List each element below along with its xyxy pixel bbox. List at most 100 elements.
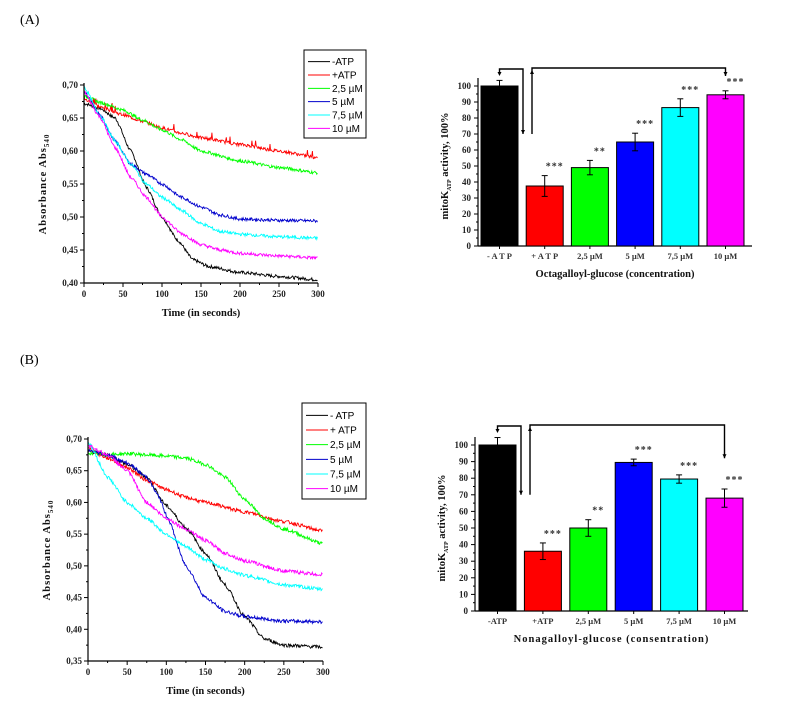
y-axis-label: Absorbance Abs540 — [38, 134, 51, 235]
y-tick-label: 40 — [459, 540, 469, 550]
y-tick-label: 20 — [459, 573, 469, 583]
y-tick-label: 70 — [459, 490, 469, 500]
panel-label-a: (A) — [20, 13, 40, 28]
legend-label-10-m: 10 µM — [332, 124, 360, 135]
y-axis-label: Absorbance Abs540 — [42, 500, 55, 601]
series-line-atp — [87, 449, 323, 650]
panel-label-b: (B) — [20, 353, 39, 368]
chart-a-line: 0,40 0,45 0,50 0,55 0,60 0,65 0,70 0 50 100 150 200… — [38, 49, 367, 319]
bar-a-t-p — [480, 85, 519, 247]
x-axis-label: Time (in seconds) — [162, 308, 241, 319]
y-tick-label: 0,45 — [62, 245, 78, 255]
arrow-head-icon — [495, 429, 500, 433]
significance-mark: *** — [544, 529, 562, 540]
x-tick-label: 50 — [123, 667, 133, 677]
y-tick-label: 0,65 — [66, 466, 82, 476]
y-tick-label: 60 — [462, 145, 472, 155]
x-tick-label: 0 — [82, 289, 87, 299]
category-label: + A T P — [531, 251, 558, 261]
y-tick-label: 0,60 — [66, 497, 82, 507]
y-tick-label: 50 — [462, 161, 472, 171]
y-tick-label: 10 — [462, 225, 472, 235]
arrow-head-icon — [530, 70, 534, 74]
legend-label-2-5-m: 2,5 µM — [330, 440, 361, 451]
bar-atp — [523, 550, 562, 612]
y-tick-label: 0,40 — [62, 278, 78, 288]
x-tick-label: 100 — [155, 289, 169, 299]
y-tick-label: 100 — [455, 440, 469, 450]
y-tick-label: 0,35 — [66, 656, 82, 666]
significance-mark: *** — [546, 162, 564, 173]
x-tick-label: 250 — [272, 289, 286, 299]
significance-mark: *** — [726, 475, 744, 486]
chart-b-line: 0,35 0,40 0,45 0,50 0,55 0,60 0,65 0,70 0 50 100 15… — [42, 402, 367, 697]
arrow-head-icon — [519, 490, 523, 495]
bar-7-5-m — [660, 478, 699, 612]
x-tick-label: 150 — [199, 667, 213, 677]
series-line-7-5-m — [83, 85, 318, 241]
legend-label-2-5-m: 2,5 µM — [332, 84, 363, 95]
x-tick-label: 100 — [160, 667, 174, 677]
significance-mark: ** — [594, 146, 606, 157]
y-tick-label: 10 — [459, 589, 469, 599]
series-line-atp — [83, 97, 318, 160]
y-tick-label: 70 — [462, 129, 472, 139]
x-axis-label: Time (in seconds) — [166, 686, 245, 697]
bar-10-m — [705, 497, 744, 612]
category-label: - A T P — [487, 251, 512, 261]
x-tick-label: 200 — [238, 667, 252, 677]
series-line-atp — [83, 102, 318, 282]
legend: - ATP + ATP 2,5 µM 5 µM 7,5 µM 10 µM — [301, 402, 367, 500]
y-tick-label: 0,50 — [66, 561, 82, 571]
comparison-bracket — [496, 425, 522, 495]
y-tick-label: 0,45 — [66, 593, 82, 603]
y-tick-label: 0,50 — [62, 212, 78, 222]
chart-a-bar: 0 10 20 30 40 50 60 70 80 90 100 - A T P + A T P *** 2… — [440, 67, 752, 280]
arrow-head-icon — [521, 130, 525, 134]
legend-label-7-5-m: 7,5 µM — [332, 111, 363, 122]
x-tick-label: 250 — [277, 667, 291, 677]
legend-label-10-m: 10 µM — [330, 484, 358, 495]
bar-10-m — [706, 94, 745, 247]
y-tick-label: 90 — [462, 97, 472, 107]
category-label: 5 µM — [624, 616, 643, 626]
x-tick-label: 150 — [194, 289, 208, 299]
y-tick-label: 20 — [462, 209, 472, 219]
series-line-10-m — [83, 91, 318, 261]
comparison-bracket — [529, 424, 726, 495]
x-tick-label: 300 — [316, 667, 330, 677]
y-tick-label: 50 — [459, 523, 469, 533]
bar-2-5-m — [569, 527, 608, 612]
x-tick-label: 300 — [311, 289, 325, 299]
y-tick-label: 0,70 — [62, 80, 78, 90]
category-label: 10 µM — [713, 616, 737, 626]
arrow-head-icon — [528, 427, 532, 431]
y-tick-label: 40 — [462, 177, 472, 187]
significance-mark: *** — [680, 461, 698, 472]
bar-atp — [478, 444, 517, 612]
arrow-head-icon — [722, 454, 727, 459]
comparison-bracket — [498, 68, 524, 134]
significance-mark: *** — [636, 119, 654, 130]
y-tick-label: 0,60 — [62, 146, 78, 156]
series-line-2-5-m — [87, 450, 323, 546]
category-label: +ATP — [532, 616, 553, 626]
y-tick-label: 0,65 — [62, 113, 78, 123]
x-tick-label: 200 — [233, 289, 247, 299]
bar-2-5-m — [570, 167, 609, 247]
legend-label-atp: +ATP — [332, 71, 357, 82]
category-label: 7,5 µM — [666, 616, 692, 626]
category-label: 2,5 µM — [575, 616, 601, 626]
bar-5-m — [616, 141, 655, 247]
bar-5-m — [614, 461, 653, 612]
legend-label-7-5-m: 7,5 µM — [330, 470, 361, 481]
legend-label-atp: -ATP — [332, 57, 354, 68]
bar-7-5-m — [661, 107, 700, 247]
x-axis-label: Nonagalloyl-glucose (consentration) — [514, 634, 710, 645]
series-line-7-5-m — [87, 442, 323, 592]
arrow-head-icon — [723, 72, 728, 76]
legend-label-atp: + ATP — [330, 426, 357, 437]
y-tick-label: 30 — [459, 556, 469, 566]
y-tick-label: 60 — [459, 506, 469, 516]
significance-mark: ** — [592, 506, 604, 517]
